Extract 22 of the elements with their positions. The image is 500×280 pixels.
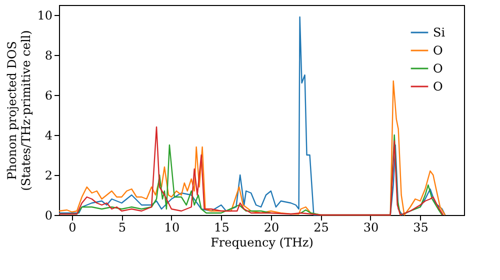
x-tick-label: 25 — [314, 220, 329, 234]
y-tick-label: 0 — [44, 208, 52, 222]
legend-label: O — [433, 62, 443, 76]
x-tick-label: 30 — [363, 220, 379, 234]
x-tick-label: 35 — [413, 220, 428, 234]
x-tick-label: 5 — [118, 220, 126, 234]
y-tick-label: 6 — [44, 88, 52, 102]
x-tick-label: 10 — [164, 220, 180, 234]
legend-label: O — [433, 44, 443, 58]
x-axis-title: Frequency (THz) — [210, 236, 314, 250]
y-tick-label: 2 — [44, 168, 52, 182]
x-tick-label: 15 — [214, 220, 230, 234]
y-tick-label: 10 — [37, 8, 52, 22]
x-tick-label: 0 — [68, 220, 76, 234]
line-series — [58, 80, 446, 216]
x-tick-label: 20 — [264, 220, 280, 234]
y-axis-title: Phonon projected DOS (States/THz·primitive cell) — [5, 30, 34, 191]
line-series — [58, 16, 446, 216]
legend-label: O — [433, 80, 443, 94]
legend-label: Si — [433, 26, 446, 40]
y-tick-label: 8 — [44, 48, 52, 62]
y-tick-label: 4 — [44, 128, 53, 142]
